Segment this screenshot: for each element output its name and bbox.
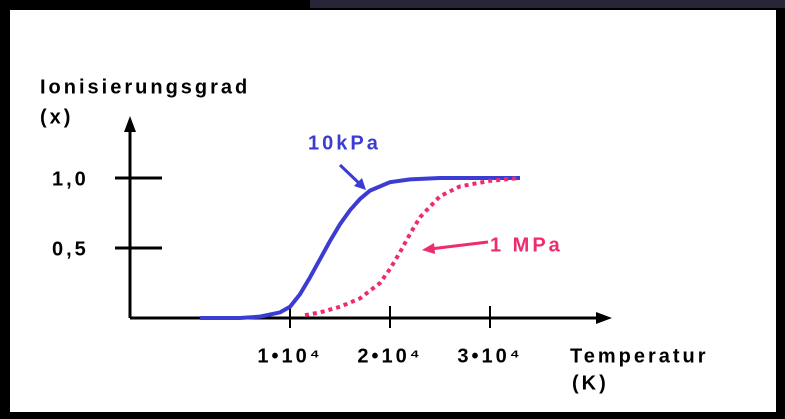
y-arrow — [124, 116, 136, 132]
series-label: 1 MPa — [490, 234, 563, 256]
y-tick-label: 1,0 — [52, 168, 89, 190]
series-line — [304, 176, 521, 318]
series-line — [200, 176, 520, 320]
series-label: 10kPa — [308, 132, 381, 154]
panel — [10, 10, 776, 412]
x-tick-label: 1•10⁴ — [257, 345, 322, 367]
x-axis-unit: (K) — [572, 372, 609, 394]
x-axis-label: Temperatur — [570, 345, 709, 367]
x-arrow — [596, 312, 612, 324]
label-arrow-head — [354, 178, 366, 190]
label-arrow — [429, 240, 489, 251]
top-strip — [310, 0, 785, 8]
x-tick-label: 2•10⁴ — [357, 345, 422, 367]
label-arrow-head — [422, 243, 435, 254]
y-axis-label: Ionisierungsgrad — [40, 76, 250, 98]
x-tick-label: 3•10⁴ — [457, 345, 522, 367]
y-axis-unit: (x) — [40, 106, 73, 128]
y-tick-label: 0,5 — [52, 238, 89, 260]
